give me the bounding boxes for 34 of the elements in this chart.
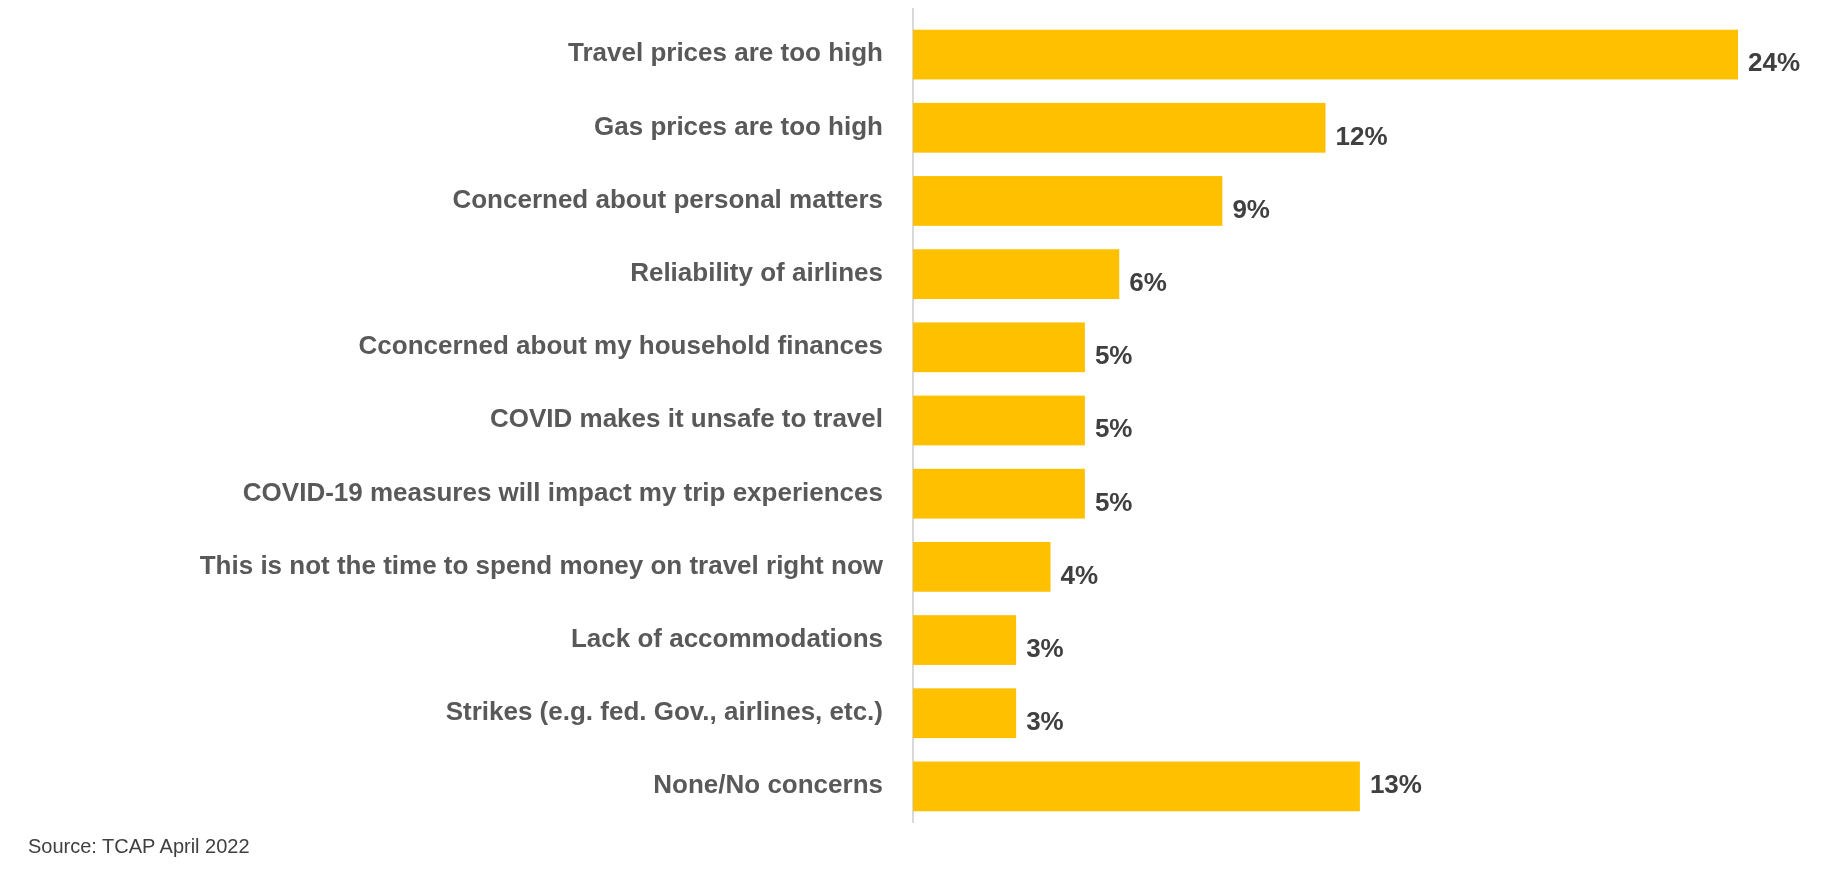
bar xyxy=(913,29,1738,80)
y-tick-label: This is not the time to spend money on travel right now xyxy=(199,549,884,580)
bar xyxy=(913,102,1326,153)
bar xyxy=(913,541,1051,592)
data-label: 3% xyxy=(1026,632,1064,663)
data-label: 4% xyxy=(1060,559,1099,590)
y-tick-label: Concerned about personal matters xyxy=(452,183,883,214)
data-label: 5% xyxy=(1094,340,1133,371)
bar xyxy=(913,688,1017,739)
bar xyxy=(913,176,1223,226)
bar xyxy=(913,322,1085,373)
data-label: 24% xyxy=(1748,47,1801,78)
data-label: 5% xyxy=(1094,486,1133,517)
data-label: 13% xyxy=(1369,769,1422,800)
bar xyxy=(913,395,1085,446)
y-tick-label: Gas prices are too high xyxy=(594,110,883,141)
bar xyxy=(913,249,1120,300)
y-tick-label: COVID-19 measures will impact my trip experiences xyxy=(242,476,883,507)
y-tick-label: Reliability of airlines xyxy=(630,257,883,288)
bar xyxy=(913,468,1085,519)
bar xyxy=(913,761,1360,812)
data-label: 6% xyxy=(1129,267,1167,298)
data-label: 5% xyxy=(1094,413,1133,444)
y-tick-label: COVID makes it unsafe to travel xyxy=(489,403,883,434)
data-label: 12% xyxy=(1335,120,1388,151)
y-tick-label: Travel prices are too high xyxy=(568,37,883,68)
y-tick-label: Strikes (e.g. fed. Gov., airlines, etc.) xyxy=(445,696,883,727)
source-note: Source: TCAP April 2022 xyxy=(28,835,250,857)
data-label: 3% xyxy=(1026,706,1064,737)
y-tick-label: None/No concerns xyxy=(653,769,883,800)
y-tick-label: Cconcerned about my household finances xyxy=(358,330,883,361)
y-tick-label: Lack of accommodations xyxy=(570,622,883,653)
bar xyxy=(913,615,1017,665)
data-label: 9% xyxy=(1232,193,1270,224)
